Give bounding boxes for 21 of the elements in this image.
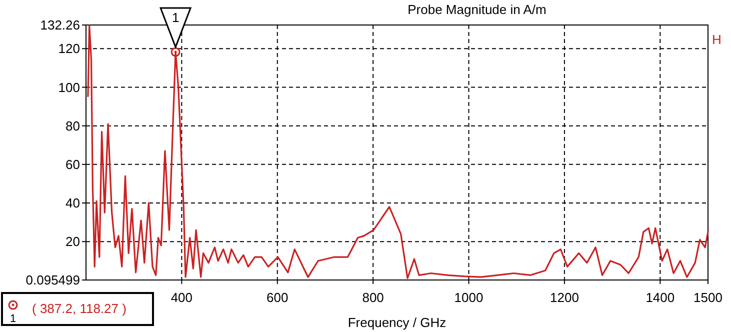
x-tick-label: 800 bbox=[362, 290, 384, 305]
y-tick-label: 0.095499 bbox=[26, 272, 80, 288]
y-tick-label: 60 bbox=[66, 156, 80, 172]
annotation: 1 bbox=[172, 10, 180, 25]
y-tick-label: 80 bbox=[66, 118, 80, 134]
text: H bbox=[712, 32, 722, 47]
text: ( 387.2, 118.27 ) bbox=[32, 301, 126, 316]
text: 1 bbox=[10, 313, 16, 325]
x-tick-label: 600 bbox=[266, 290, 288, 305]
x-tick-label: 1000 bbox=[454, 290, 484, 305]
x-tick-label: 1400 bbox=[646, 290, 675, 305]
y-tick-label: 40 bbox=[66, 196, 80, 211]
x-tick-label: 1500 bbox=[694, 290, 722, 305]
y-tick-label: 20 bbox=[66, 234, 80, 250]
y-tick-label: 100 bbox=[58, 80, 80, 95]
x-tick-label: 1200 bbox=[550, 290, 579, 305]
x-tick-label: 400 bbox=[170, 290, 193, 305]
y-tick-label: 120 bbox=[58, 41, 80, 56]
chart-title: Probe Magnitude in A/m bbox=[408, 2, 546, 17]
y-tick-label: 132.26 bbox=[40, 18, 80, 33]
x-axis-title: Frequency / GHz bbox=[348, 315, 446, 330]
